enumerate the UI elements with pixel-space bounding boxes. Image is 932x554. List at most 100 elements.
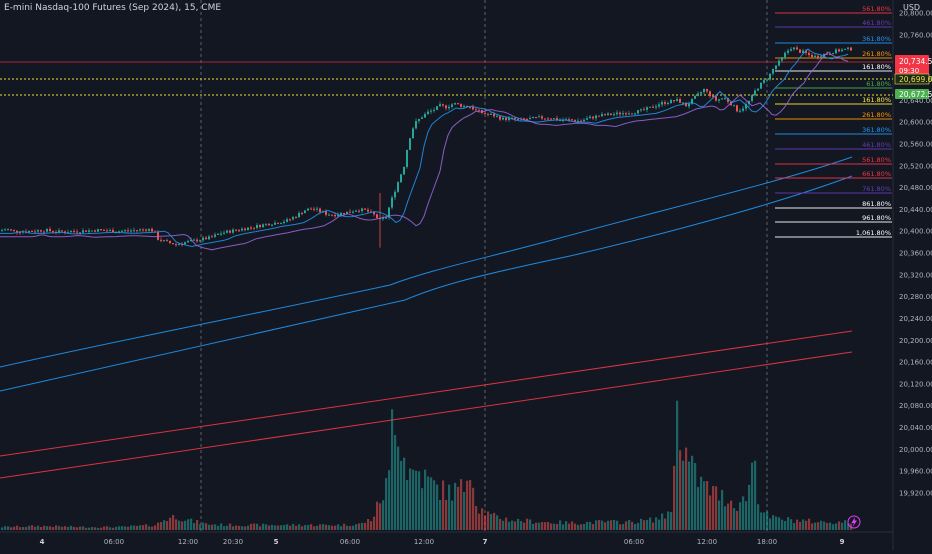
volume-bar [649,517,652,530]
volume-bar [385,478,388,530]
candle-body [217,233,219,235]
volume-bar [439,500,442,530]
candle-body [334,214,336,217]
candle-body [433,109,435,111]
fib-lower-label-8: 961.80% [862,214,891,222]
candle-body [763,80,765,83]
candle-body [28,230,30,233]
candle-body [700,92,702,94]
y-tick-label-1: 20,760.00 [899,31,932,39]
candle-body [265,223,267,225]
lightning-icon[interactable] [847,515,861,529]
candle-body [706,88,708,92]
candle-body [508,117,510,121]
volume-bar [127,526,130,530]
candle-body [133,230,135,232]
volume-bar [532,523,535,530]
y-tick-label-17: 20,080.00 [899,402,932,410]
volume-bar [742,496,745,530]
level-tag-2-value: 20,672.50 [899,90,932,99]
volume-bar [535,522,538,530]
volume-bar [547,522,550,530]
volume-bar [145,524,148,530]
volume-bar [442,480,445,530]
candle-body [127,230,129,232]
candle-body [559,120,561,122]
volume-bar [601,520,604,530]
volume-bar [487,511,490,530]
volume-bar [778,517,781,530]
volume-bar [367,518,370,530]
candle-body [640,109,642,111]
volume-bar [499,518,502,530]
volume-bar [178,520,181,530]
volume-bar [484,515,487,530]
volume-bar [295,525,298,530]
volume-bar [775,516,778,530]
candle-body [562,120,564,122]
x-tick-label-4: 5 [274,538,279,546]
candle-body [229,230,231,233]
volume-bar [520,521,523,530]
candle-body [670,99,672,103]
volume-bar [721,489,724,530]
candle-body [733,105,735,107]
volume-bar [283,524,286,530]
candle-body [772,68,774,74]
volume-bar [409,468,412,530]
volume-bar [328,525,331,530]
candle-body [43,231,45,233]
volume-bar [565,521,568,530]
volume-bar [277,525,280,530]
candle-body [121,230,123,232]
candle-body [307,208,309,211]
candle-body [262,224,264,228]
fib-lower-label-0: 161.80% [862,96,891,104]
volume-bar [298,524,301,530]
volume-bar [814,522,817,530]
candle-body [841,49,843,52]
candle-body [40,230,42,232]
volume-bar [598,520,601,530]
volume-bar [436,484,439,530]
candle-body [409,138,411,150]
volume-bar [418,471,421,530]
volume-bar [112,527,115,530]
candle-body [493,114,495,117]
candle-body [577,120,579,122]
volume-bar [253,523,256,530]
candle-body [616,112,618,115]
candle-body [568,119,570,121]
candle-body [448,106,450,109]
volume-bar [61,526,64,530]
volume-bar [157,522,160,530]
volume-bar [406,480,409,530]
channel-upper-blue [0,156,853,368]
candle-body [13,229,15,231]
candle-body [688,103,690,107]
volume-bar [481,508,484,530]
volume-bar [454,482,457,530]
candle-body [727,98,729,102]
channel-lower-red [0,351,853,479]
candle-body [754,90,756,96]
volume-bar [478,513,481,530]
currency-label[interactable]: USD [903,3,921,12]
candle-body [163,240,165,242]
candle-body [394,191,396,198]
volume-bar [109,527,112,530]
volume-bar [115,526,118,530]
volume-bar [466,480,469,530]
candle-body [718,99,720,101]
candle-body [523,118,525,120]
volume-bar [796,519,799,530]
volume-bar [73,526,76,530]
candle-body [31,230,33,232]
candle-body [574,120,576,122]
candle-body [358,210,360,212]
candle-body [496,116,498,118]
candle-body [103,229,105,231]
y-tick-label-11: 20,320.00 [899,271,932,279]
